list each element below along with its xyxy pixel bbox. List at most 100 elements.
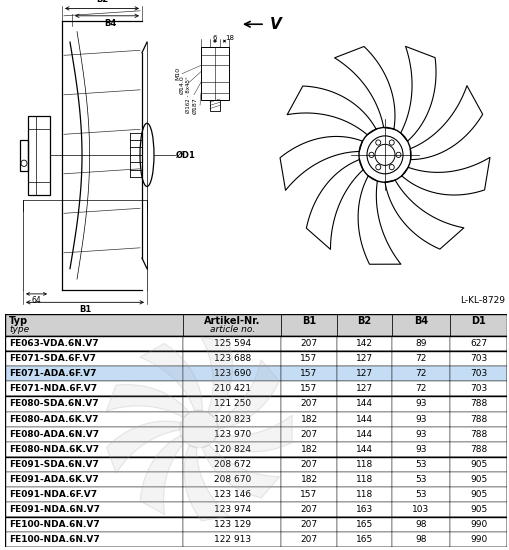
Text: 165: 165	[355, 535, 372, 544]
Bar	[449, 381, 506, 397]
Bar	[201, 47, 229, 100]
Text: FE071-ADA.6F.V7: FE071-ADA.6F.V7	[9, 369, 96, 378]
Bar	[449, 427, 506, 442]
Bar	[281, 381, 336, 397]
Bar	[281, 397, 336, 411]
Text: 120 824: 120 824	[213, 445, 250, 454]
Bar	[281, 366, 336, 381]
Text: FE100-NDA.6N.V7: FE100-NDA.6N.V7	[9, 535, 100, 544]
Bar	[5, 532, 183, 547]
Text: 118: 118	[355, 460, 372, 469]
Text: ØD1: ØD1	[176, 150, 195, 159]
Text: 118: 118	[355, 475, 372, 484]
Bar	[281, 472, 336, 487]
Text: 122 913: 122 913	[213, 535, 250, 544]
Text: 207: 207	[300, 399, 317, 409]
Bar	[5, 351, 183, 366]
Text: 93: 93	[414, 399, 426, 409]
Text: 123 970: 123 970	[213, 430, 250, 439]
Text: Ø162 - 8x45°: Ø162 - 8x45°	[186, 76, 191, 113]
Text: 163: 163	[355, 505, 372, 514]
Text: FE080-SDA.6N.V7: FE080-SDA.6N.V7	[9, 399, 99, 409]
Bar	[183, 351, 281, 366]
Text: 182: 182	[300, 445, 317, 454]
Text: 18: 18	[224, 35, 234, 41]
Bar	[391, 472, 449, 487]
Text: 990: 990	[469, 535, 486, 544]
Polygon shape	[139, 343, 202, 411]
Text: 127: 127	[355, 384, 372, 393]
Circle shape	[179, 410, 218, 448]
Text: Ø14.0: Ø14.0	[180, 75, 185, 94]
Text: D1: D1	[470, 316, 485, 326]
Text: 121 250: 121 250	[213, 399, 250, 409]
Text: 905: 905	[469, 490, 486, 499]
Text: FE091-NDA.6N.V7: FE091-NDA.6N.V7	[9, 505, 100, 514]
Bar	[391, 517, 449, 532]
Bar	[336, 366, 391, 381]
Bar	[5, 502, 183, 517]
Text: 788: 788	[469, 430, 486, 439]
Text: 93: 93	[414, 415, 426, 424]
Bar	[391, 314, 449, 336]
Text: B4: B4	[413, 316, 427, 326]
Bar	[449, 314, 506, 336]
Bar	[391, 532, 449, 547]
Bar	[336, 381, 391, 397]
Text: 788: 788	[469, 399, 486, 409]
Text: 144: 144	[355, 415, 372, 424]
Bar	[391, 381, 449, 397]
Text: FE071-SDA.6F.V7: FE071-SDA.6F.V7	[9, 354, 96, 363]
Bar	[183, 314, 281, 336]
Bar	[449, 517, 506, 532]
Bar	[336, 351, 391, 366]
Text: B2: B2	[356, 316, 371, 326]
Text: 64: 64	[32, 296, 41, 305]
Bar	[5, 366, 183, 381]
Bar	[5, 472, 183, 487]
Bar	[449, 336, 506, 351]
Text: 103: 103	[411, 505, 429, 514]
Polygon shape	[202, 445, 279, 498]
Bar	[5, 381, 183, 397]
Text: 165: 165	[355, 520, 372, 529]
Polygon shape	[216, 360, 279, 429]
Polygon shape	[106, 421, 180, 473]
Bar	[336, 517, 391, 532]
Bar	[336, 456, 391, 472]
Text: 123 129: 123 129	[213, 520, 250, 529]
Text: FE071-NDA.6F.V7: FE071-NDA.6F.V7	[9, 384, 97, 393]
Bar	[449, 397, 506, 411]
Text: Artikel-Nr.: Artikel-Nr.	[204, 316, 260, 326]
Bar	[183, 487, 281, 502]
Bar	[20, 140, 28, 170]
Text: 120 823: 120 823	[213, 415, 250, 424]
Bar	[281, 532, 336, 547]
Text: 125 594: 125 594	[213, 339, 250, 348]
Text: 788: 788	[469, 445, 486, 454]
Text: 72: 72	[414, 369, 426, 378]
Text: 905: 905	[469, 460, 486, 469]
Bar	[336, 472, 391, 487]
Text: 703: 703	[469, 354, 486, 363]
Bar	[449, 532, 506, 547]
Text: Ø187: Ø187	[192, 97, 197, 114]
Text: FE080-ADA.6K.V7: FE080-ADA.6K.V7	[9, 415, 98, 424]
Text: FE063-VDA.6N.V7: FE063-VDA.6N.V7	[9, 339, 99, 348]
Text: 210 421: 210 421	[213, 384, 250, 393]
Bar	[336, 397, 391, 411]
Text: 144: 144	[355, 399, 372, 409]
Text: 207: 207	[300, 430, 317, 439]
Polygon shape	[140, 436, 184, 515]
Bar	[391, 397, 449, 411]
Bar	[5, 456, 183, 472]
Bar	[5, 314, 183, 336]
Bar	[391, 502, 449, 517]
Text: B1: B1	[79, 305, 91, 315]
Text: 208 672: 208 672	[213, 460, 250, 469]
Text: FE091-NDA.6F.V7: FE091-NDA.6F.V7	[9, 490, 97, 499]
Bar	[449, 456, 506, 472]
Bar	[281, 351, 336, 366]
Bar	[336, 487, 391, 502]
Text: V: V	[269, 16, 281, 32]
